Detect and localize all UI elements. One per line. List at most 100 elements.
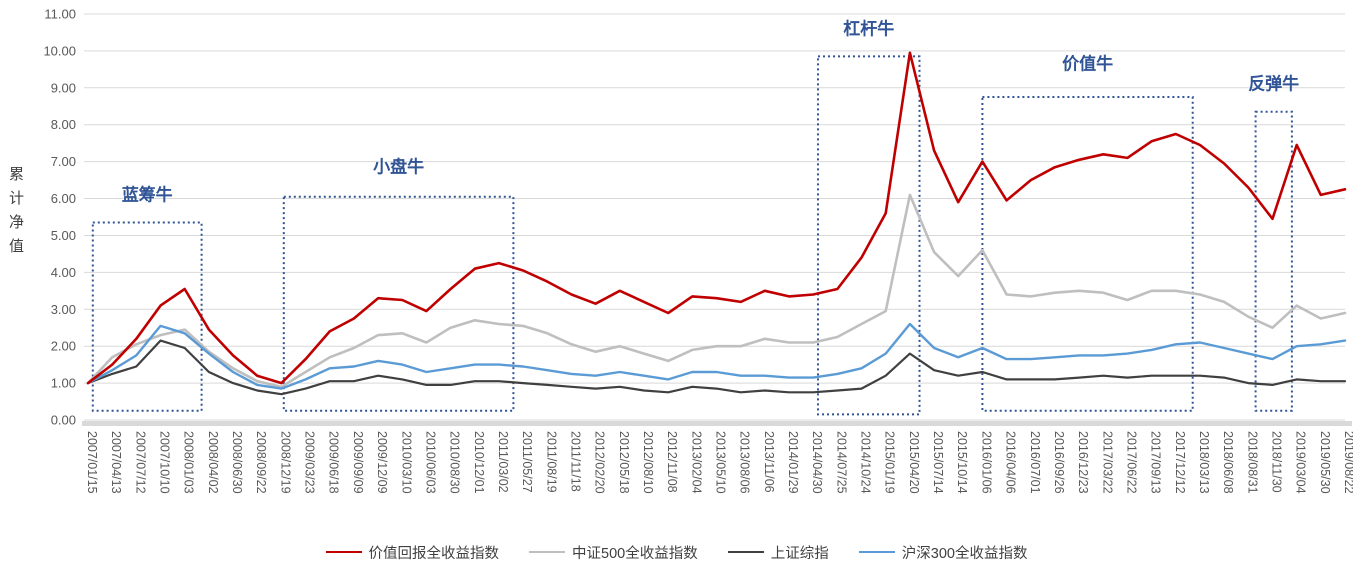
x-tick-label: 2008/01/03 <box>182 431 196 494</box>
bull-market-box <box>282 195 515 412</box>
x-tick-label: 2008/06/30 <box>230 431 244 494</box>
legend-item: 价值回报全收益指数 <box>325 542 500 563</box>
x-tick-label: 2019/05/30 <box>1318 431 1332 494</box>
y-tick-label: 9.00 <box>51 80 76 95</box>
legend-label: 价值回报全收益指数 <box>368 545 500 562</box>
y-tick-label: 1.00 <box>51 376 76 391</box>
x-tick-label: 2011/03/02 <box>496 431 510 493</box>
y-tick-label: 2.00 <box>51 339 76 354</box>
x-tick-label: 2013/02/04 <box>689 431 703 494</box>
y-tick-label: 3.00 <box>51 302 76 317</box>
x-tick-label: 2014/04/30 <box>810 431 824 494</box>
legend-line-swatch <box>858 550 895 554</box>
x-tick-label: 2016/04/06 <box>1004 431 1018 494</box>
x-tick-label: 2019/08/22 <box>1342 431 1353 494</box>
x-tick-label: 2017/09/13 <box>1149 431 1163 494</box>
x-tick-label: 2012/08/10 <box>641 431 655 494</box>
x-tick-label: 2007/01/15 <box>85 431 99 494</box>
x-tick-label: 2008/04/02 <box>206 431 220 494</box>
x-tick-label: 2011/05/27 <box>520 431 534 493</box>
x-tick-label: 2010/08/30 <box>448 431 462 494</box>
bull-market-box <box>1254 110 1293 412</box>
x-tick-label: 2014/10/24 <box>859 431 873 494</box>
x-tick-label: 2014/01/29 <box>786 431 800 494</box>
bull-market-label: 蓝筹牛 <box>122 184 173 204</box>
gridlines <box>84 13 1345 421</box>
bull-market-label: 小盘牛 <box>373 157 424 177</box>
x-tick-label: 2018/08/31 <box>1245 431 1259 494</box>
y-tick-label: 4.00 <box>51 265 76 280</box>
x-tick-label: 2018/06/08 <box>1221 431 1235 494</box>
x-tick-label: 2016/07/01 <box>1028 431 1042 494</box>
x-tick-label: 2012/11/08 <box>665 431 679 493</box>
x-tick-label: 2015/07/14 <box>931 431 945 494</box>
x-tick-label: 2008/12/19 <box>278 431 292 494</box>
x-tick-label: 2017/06/22 <box>1124 431 1138 494</box>
y-tick-label: 10.00 <box>43 43 76 58</box>
x-tick-label: 2016/12/23 <box>1076 431 1090 494</box>
legend-line-swatch <box>727 550 764 554</box>
legend-item: 沪深300全收益指数 <box>858 542 1028 563</box>
x-tick-label: 2015/04/20 <box>907 431 921 494</box>
x-tick-label: 2009/12/09 <box>375 431 389 494</box>
legend-item: 中证500全收益指数 <box>529 542 698 563</box>
x-tick-label: 2010/03/10 <box>399 431 413 494</box>
x-tick-label: 2011/08/19 <box>544 431 558 493</box>
x-tick-label: 2013/08/06 <box>738 431 752 494</box>
bull-market-box <box>91 221 203 412</box>
x-tick-labels: 2007/01/15 2007/04/13 2007/07/12 2007/10/10… <box>85 431 1353 494</box>
bull-market-label: 价值牛 <box>1062 53 1113 73</box>
legend-label: 沪深300全收益指数 <box>901 545 1028 562</box>
series-line-1 <box>86 193 1347 389</box>
x-tick-label: 2010/12/01 <box>472 431 486 494</box>
series-line-3 <box>86 322 1347 390</box>
x-tick-label: 2009/09/09 <box>351 431 365 494</box>
y-axis-title: 累计净值 <box>7 166 24 262</box>
x-tick-label: 2018/11/30 <box>1270 431 1284 493</box>
bull-market-label: 反弹牛 <box>1248 74 1299 94</box>
series-line-2 <box>86 339 1347 396</box>
x-tick-label: 2015/10/14 <box>955 431 969 494</box>
y-tick-label: 6.00 <box>51 191 76 206</box>
x-tick-label: 2007/10/10 <box>158 431 172 494</box>
x-tick-label: 2015/01/19 <box>883 431 897 494</box>
bull-market-label: 杠杆牛 <box>843 18 894 38</box>
x-tick-label: 2017/03/22 <box>1100 431 1114 494</box>
series-line-0 <box>86 51 1347 385</box>
y-tick-label: 5.00 <box>51 228 76 243</box>
bull-market-box <box>981 96 1194 412</box>
x-tick-label: 2011/11/18 <box>569 431 583 492</box>
x-tick-label: 2007/04/13 <box>109 431 123 494</box>
x-tick-label: 2017/12/12 <box>1173 431 1187 494</box>
x-tick-label: 2014/07/25 <box>834 431 848 494</box>
legend-label: 中证500全收益指数 <box>572 545 698 562</box>
legend-label: 上证综指 <box>770 545 829 562</box>
x-tick-label: 2008/09/22 <box>254 431 268 494</box>
legend-line-swatch <box>529 550 566 554</box>
y-tick-labels: 0.00 1.00 2.00 3.00 4.00 5.00 6.00 7.00 8.00 9.00… <box>43 7 76 428</box>
legend: 价值回报全收益指数 中证500全收益指数 上证综指 沪深300全收益指数 <box>0 538 1353 566</box>
x-tick-label: 2013/05/10 <box>714 431 728 494</box>
x-tick-label: 2019/03/04 <box>1294 431 1308 494</box>
x-axis-line <box>82 421 1352 426</box>
legend-line-swatch <box>325 550 362 554</box>
x-tick-label: 2012/05/18 <box>617 431 631 494</box>
y-tick-label: 8.00 <box>51 117 76 132</box>
x-tick-label: 2016/01/06 <box>979 431 993 494</box>
x-tick-label: 2012/02/20 <box>593 431 607 494</box>
legend-item: 上证综指 <box>727 542 829 563</box>
x-tick-label: 2010/06/03 <box>423 431 437 494</box>
x-tick-label: 2013/11/06 <box>762 431 776 493</box>
y-tick-label: 0.00 <box>51 413 76 428</box>
y-tick-label: 7.00 <box>51 154 76 169</box>
y-tick-label: 11.00 <box>44 7 76 22</box>
x-tick-label: 2009/03/23 <box>303 431 317 494</box>
x-tick-label: 2009/06/18 <box>327 431 341 494</box>
x-tick-label: 2016/09/26 <box>1052 431 1066 494</box>
bull-market-box <box>817 55 921 416</box>
x-tick-label: 2018/03/13 <box>1197 431 1211 494</box>
x-tick-label: 2007/07/12 <box>133 431 147 494</box>
